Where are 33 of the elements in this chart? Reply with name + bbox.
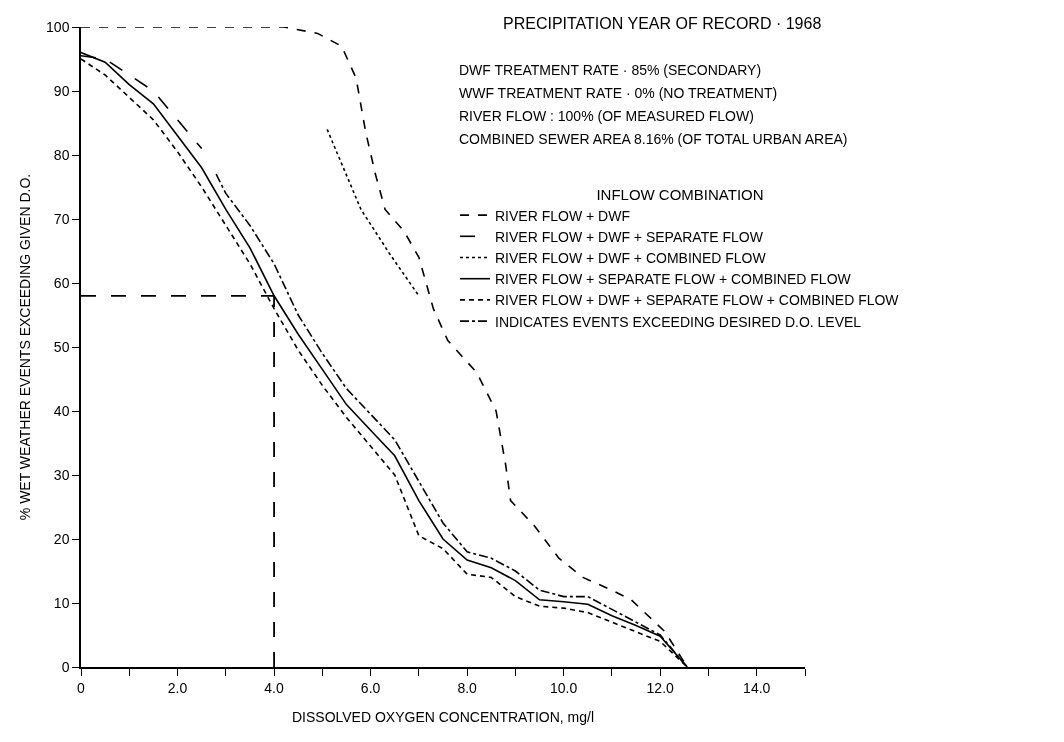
- legend-label: RIVER FLOW + DWF + SEPARATE FLOW + COMBINED FLOW: [495, 292, 900, 309]
- y-axis-title: % WET WEATHER EVENTS EXCEEDING GIVEN D.O.: [17, 173, 34, 521]
- x-tick-label: 2.0: [167, 679, 188, 696]
- legend-label: RIVER FLOW + DWF: [495, 207, 630, 224]
- y-tick-label: 50: [53, 338, 70, 355]
- y-tick-label: 40: [53, 402, 70, 419]
- y-tick-label: 70: [53, 210, 70, 227]
- x-tick-label: 14.0: [743, 679, 771, 696]
- y-tick-label: 0: [61, 658, 70, 675]
- legend-label: RIVER FLOW + DWF + SEPARATE FLOW: [495, 228, 764, 245]
- y-tick-label: 100: [46, 18, 70, 35]
- annotation: RIVER FLOW : 100% (OF MEASURED FLOW): [459, 108, 754, 124]
- x-axis-title: DISSOLVED OXYGEN CONCENTRATION, mg/l: [291, 709, 595, 726]
- x-tick-label: 6.0: [360, 679, 381, 696]
- annotation: COMBINED SEWER AREA 8.16% (OF TOTAL URBAN AREA): [459, 131, 848, 147]
- y-tick-label: 90: [53, 82, 70, 99]
- legend-label: INDICATES EVENTS EXCEEDING DESIRED D.O. LEVEL: [495, 313, 862, 330]
- legend-label: RIVER FLOW + DWF + COMBINED FLOW: [495, 249, 767, 266]
- x-tick-label: 12.0: [646, 679, 675, 696]
- y-tick-label: 10: [53, 594, 70, 611]
- annotation: WWF TREATMENT RATE · 0% (NO TREATMENT): [459, 85, 778, 101]
- y-tick-label: 20: [53, 530, 70, 547]
- y-tick-label: 60: [53, 274, 70, 291]
- x-tick-label: 10.0: [550, 679, 578, 696]
- legend-title: INFLOW COMBINATION: [596, 185, 764, 203]
- x-tick-label: 8.0: [457, 679, 478, 696]
- x-tick-label: 4.0: [264, 679, 285, 696]
- legend-label: RIVER FLOW + SEPARATE FLOW + COMBINED FLOW: [495, 271, 852, 288]
- y-tick-label: 30: [53, 466, 70, 483]
- chart-title: PRECIPITATION YEAR OF RECORD · 1968: [503, 15, 822, 33]
- y-tick-label: 80: [53, 146, 70, 163]
- annotation: DWF TREATMENT RATE · 85% (SECONDARY): [459, 62, 762, 78]
- x-tick-label: 0: [77, 679, 86, 696]
